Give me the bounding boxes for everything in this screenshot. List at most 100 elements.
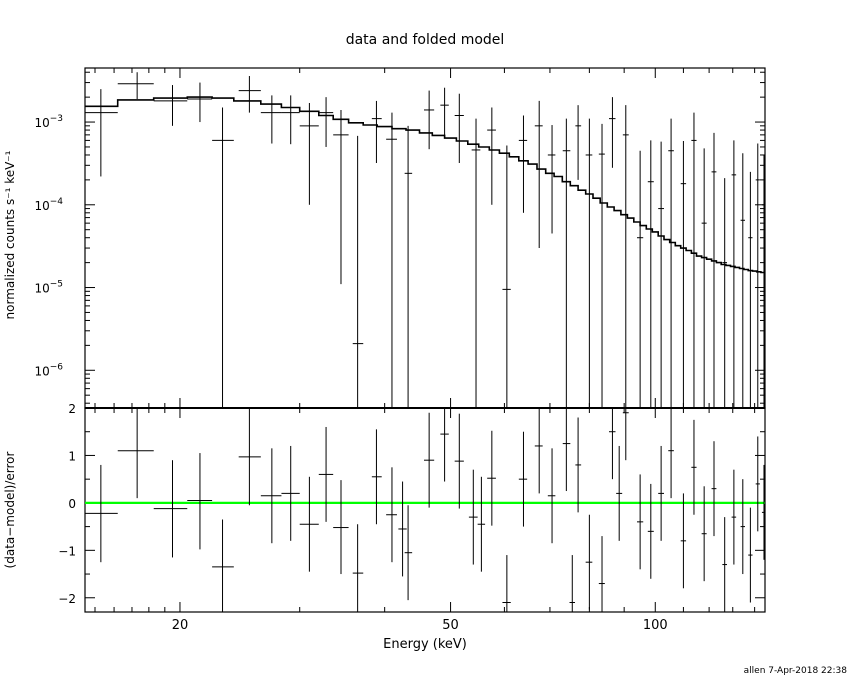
residual-point (187, 453, 213, 550)
data-point (117, 72, 154, 99)
data-point (454, 93, 464, 163)
data-point (471, 118, 481, 408)
residual-point (547, 448, 556, 544)
residual-point (701, 486, 707, 582)
residual-point (333, 480, 349, 575)
data-point (371, 100, 382, 163)
top-y-tick-label: 10−5 (34, 280, 63, 296)
data-point (740, 153, 745, 408)
data-point (609, 97, 616, 168)
bottom-y-tick-label: 1 (68, 449, 76, 463)
bottom-y-tick-label: 2 (68, 402, 76, 416)
data-point (386, 112, 397, 408)
bottom-y-tick-label: 0 (68, 497, 76, 511)
data-point (722, 178, 728, 408)
data-point (187, 82, 213, 123)
residual-point (534, 408, 543, 494)
data-point (748, 171, 753, 408)
residual-point (562, 408, 571, 492)
data-point (424, 90, 435, 150)
data-point (647, 140, 654, 408)
data-point (562, 118, 571, 408)
residual-point (616, 445, 623, 541)
residual-point (386, 467, 397, 563)
residual-point (575, 417, 582, 513)
data-point (691, 112, 697, 408)
data-point (711, 132, 717, 408)
residual-point (740, 479, 745, 575)
bottom-y-tick-label: −1 (58, 544, 76, 558)
data-point (547, 125, 556, 234)
data-point (502, 145, 511, 408)
top-y-axis-label: normalized counts s⁻¹ keV⁻¹ (3, 150, 17, 319)
residual-point (153, 460, 188, 558)
data-point (755, 143, 760, 408)
data-point (731, 140, 737, 408)
data-point (658, 141, 664, 408)
residual-point (502, 555, 511, 612)
residual-point (117, 408, 154, 499)
data-point (680, 141, 687, 408)
residual-point (731, 469, 737, 565)
bottom-panel-frame (84, 407, 766, 613)
data-point (85, 89, 118, 177)
residual-point (622, 408, 629, 461)
residual-point (636, 474, 644, 570)
residual-point (609, 408, 616, 480)
data-point (487, 107, 496, 205)
data-point (281, 95, 300, 145)
bottom-y-axis-label: (data−model)/error (3, 451, 17, 568)
residual-point (722, 517, 728, 612)
footer-stamp: allen 7-Apr-2018 22:38 (744, 666, 848, 676)
residual-point (711, 441, 717, 537)
residual-point (468, 469, 478, 565)
data-point (440, 87, 449, 139)
data-point (333, 109, 349, 285)
data-point (153, 85, 188, 126)
residual-point (352, 524, 364, 612)
residual-point (424, 412, 435, 508)
top-y-ticks: 10−3 10−4 10−5 10−6 (34, 71, 765, 404)
x-tick-label: 20 (172, 618, 189, 633)
residual-point (371, 429, 382, 525)
residual-point (454, 413, 464, 509)
residual-points (85, 408, 765, 612)
residual-point (281, 445, 300, 541)
residual-point (487, 430, 496, 526)
top-data-points (85, 72, 765, 408)
data-point (761, 154, 765, 408)
residual-point (260, 448, 282, 544)
residual-point (755, 436, 760, 532)
residual-point (477, 476, 486, 572)
residual-point (598, 536, 605, 612)
x-tick-label: 50 (442, 618, 459, 633)
top-y-tick-label: 10−6 (34, 362, 63, 378)
data-point (534, 100, 543, 249)
residual-point (238, 408, 261, 506)
top-panel: 10−3 10−4 10−5 10−6 (34, 67, 766, 409)
x-axis-label: Energy (keV) (383, 637, 467, 652)
data-point (575, 105, 582, 180)
data-point (238, 76, 261, 113)
top-y-tick-label: 10−3 (34, 114, 63, 130)
data-point (299, 102, 319, 205)
residual-point (585, 514, 593, 610)
residual-point (299, 476, 319, 572)
x-ticks: 20 50 100 (94, 68, 756, 633)
x-tick-label: 100 (643, 618, 668, 633)
data-point (585, 118, 593, 408)
data-point (318, 97, 334, 147)
model-curve (85, 96, 765, 274)
model-step-line (85, 96, 765, 274)
residual-point (647, 483, 654, 579)
data-point (636, 150, 644, 408)
residual-point (404, 505, 413, 601)
data-point (260, 95, 282, 144)
data-point (598, 123, 605, 408)
data-point (518, 115, 528, 213)
top-y-tick-label: 10−4 (34, 197, 63, 213)
residual-point (761, 464, 765, 560)
residual-point (85, 464, 118, 563)
residual-point (569, 555, 575, 612)
